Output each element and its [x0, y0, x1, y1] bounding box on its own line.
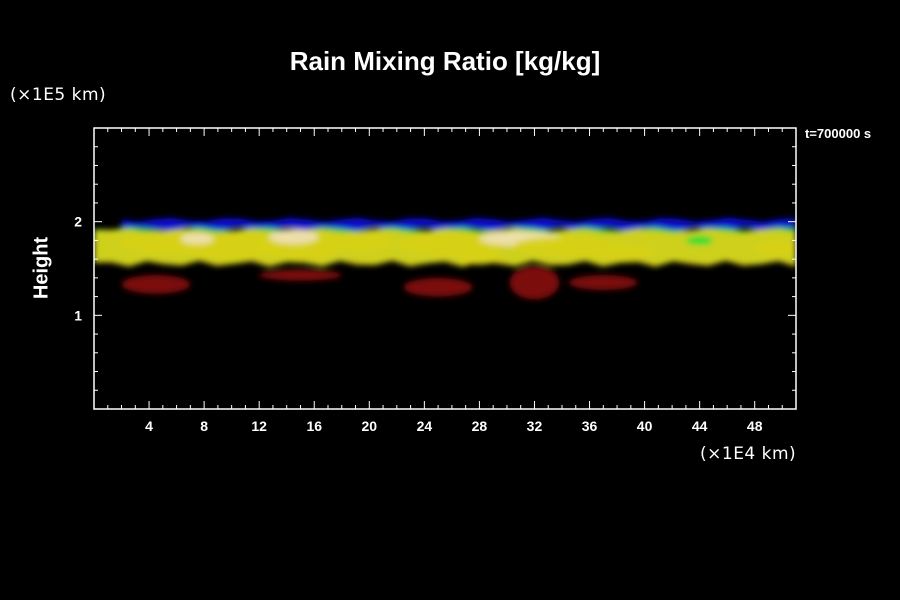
x-tick-label: 48: [747, 418, 763, 434]
y-tick-label: 1: [74, 307, 82, 323]
y-axis-unit: (×1E5 km): [10, 85, 107, 105]
field-blob-peak: [268, 229, 319, 245]
field-blob-core: [458, 249, 501, 265]
time-label: t=700000 s: [805, 126, 872, 141]
y-tick-label: 2: [74, 214, 82, 230]
field-blob-core: [332, 232, 393, 252]
x-tick-label: 20: [362, 418, 378, 434]
x-tick-label: 40: [637, 418, 653, 434]
chart-title: Rain Mixing Ratio [kg/kg]: [289, 46, 601, 76]
x-tick-label: 16: [306, 418, 322, 434]
plot-frame: [93, 127, 797, 410]
field-blob-lower: [403, 277, 473, 297]
field-blob-core: [578, 244, 656, 260]
field-layer: [94, 217, 796, 300]
x-tick-label: 24: [417, 418, 433, 434]
x-tick-label: 28: [472, 418, 488, 434]
x-axis-unit: (×1E4 km): [700, 444, 797, 464]
band-top: [121, 217, 796, 233]
field-blob-peak: [180, 232, 214, 245]
field-blob-lower: [509, 265, 560, 300]
field-blob-lower: [259, 269, 342, 281]
field-blob-core: [754, 240, 796, 256]
x-tick-label: 36: [582, 418, 598, 434]
x-tick-label: 12: [251, 418, 267, 434]
x-tick-label: 32: [527, 418, 543, 434]
field-blob-edge: [685, 235, 714, 246]
x-tick-label: 8: [200, 418, 208, 434]
field-blob-lower: [568, 275, 638, 291]
field-blob-lower: [121, 275, 191, 294]
x-tick-label: 4: [145, 418, 153, 434]
x-tick-label: 44: [692, 418, 708, 434]
